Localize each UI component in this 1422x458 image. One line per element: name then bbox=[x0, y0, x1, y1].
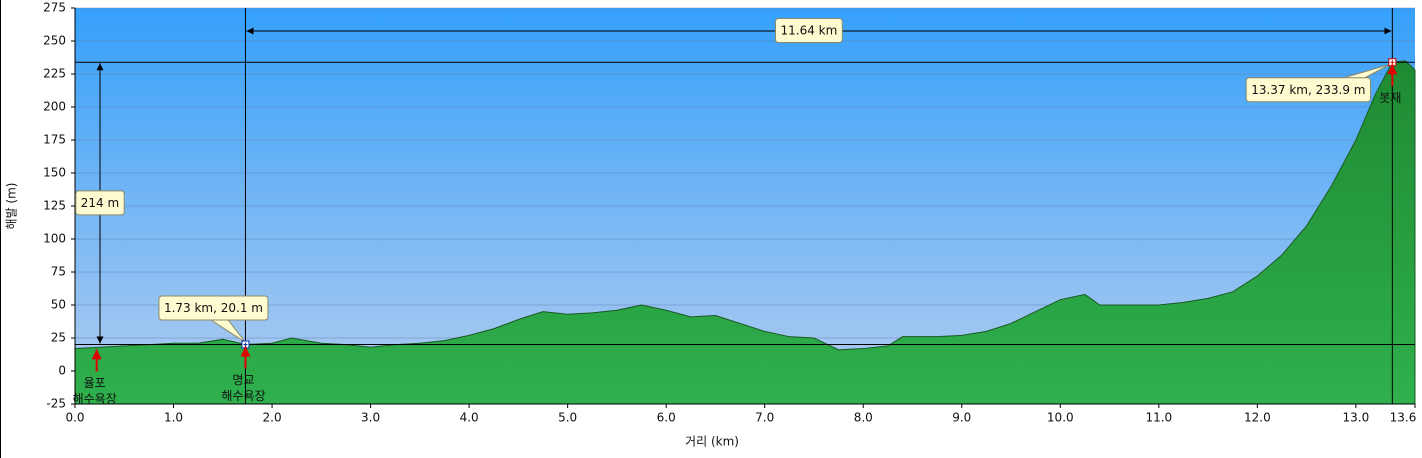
y-tick-label: -25 bbox=[46, 397, 66, 411]
point-callout: 13.37 km, 233.9 m bbox=[1245, 77, 1371, 103]
y-axis-title: 해발 (m) bbox=[5, 183, 19, 230]
x-tick-label: 11.0 bbox=[1145, 411, 1172, 425]
y-tick-label: 25 bbox=[51, 331, 66, 345]
x-tick-label: 5.0 bbox=[558, 411, 577, 425]
y-tick-label: 125 bbox=[43, 199, 66, 213]
x-tick-label: 6.0 bbox=[657, 411, 676, 425]
waypoint-label: 해수욕장 bbox=[73, 392, 117, 406]
x-tick-label: 1.0 bbox=[164, 411, 183, 425]
y-tick-label: 250 bbox=[43, 34, 66, 48]
y-tick-label: 50 bbox=[51, 298, 66, 312]
y-tick-label: 100 bbox=[43, 232, 66, 246]
x-tick-label: 12.0 bbox=[1244, 411, 1271, 425]
callout-text: 13.37 km, 233.9 m bbox=[1251, 83, 1365, 97]
y-tick-label: 0 bbox=[58, 364, 66, 378]
x-tick-label: 9.0 bbox=[952, 411, 971, 425]
y-tick-label: 225 bbox=[43, 67, 66, 81]
callout-box bbox=[75, 190, 125, 216]
x-tick-label: 7.0 bbox=[755, 411, 774, 425]
x-tick-label: 0.0 bbox=[65, 411, 84, 425]
x-tick-label: 2.0 bbox=[263, 411, 282, 425]
waypoint-label: 율포 bbox=[84, 376, 106, 390]
y-tick-label: 175 bbox=[43, 133, 66, 147]
callout-box bbox=[1245, 77, 1371, 103]
x-tick-label: 3.0 bbox=[361, 411, 380, 425]
x-axis-title: 거리 (km) bbox=[685, 435, 739, 449]
callout-text: 1.73 km, 20.1 m bbox=[164, 301, 263, 315]
distance-label: 11.64 km bbox=[774, 18, 843, 43]
elevation-area bbox=[74, 60, 1416, 405]
callout-box bbox=[158, 295, 269, 321]
y-tick-label: 200 bbox=[43, 100, 66, 114]
callout-text: 11.64 km bbox=[780, 24, 837, 38]
x-tick-label: 13.6 bbox=[1390, 411, 1417, 425]
point-cross bbox=[1390, 60, 1395, 65]
height-label: 214 m bbox=[75, 190, 125, 216]
x-tick-label: 8.0 bbox=[854, 411, 873, 425]
point-callout: 1.73 km, 20.1 m bbox=[158, 295, 269, 321]
point-cross bbox=[243, 342, 248, 347]
y-tick-label: 75 bbox=[51, 265, 66, 279]
x-tick-label: 4.0 bbox=[460, 411, 479, 425]
waypoint-label: 명교 bbox=[232, 373, 254, 387]
x-tick-label: 10.0 bbox=[1047, 411, 1074, 425]
y-tick-label: 275 bbox=[43, 1, 66, 15]
callout-box bbox=[774, 18, 843, 43]
waypoint-label: 해수욕장 bbox=[221, 389, 265, 403]
x-tick-label: 13.0 bbox=[1343, 411, 1370, 425]
waypoint-label: 봇재 bbox=[1379, 91, 1401, 105]
y-tick-label: 150 bbox=[43, 166, 66, 180]
callout-text: 214 m bbox=[81, 196, 119, 210]
